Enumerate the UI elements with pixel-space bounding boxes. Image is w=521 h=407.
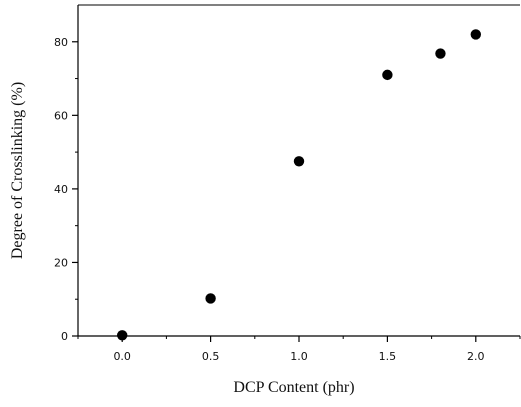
y-tick-label: 60 <box>54 109 68 122</box>
y-tick-label: 80 <box>54 36 68 49</box>
x-tick-label: 1.5 <box>379 350 397 363</box>
x-axis-title: DCP Content (phr) <box>233 379 354 396</box>
x-tick-label: 0.0 <box>113 350 131 363</box>
y-tick-label: 40 <box>54 183 68 196</box>
x-axis: 0.0 0.5 1.0 1.5 2.0 <box>78 336 520 363</box>
x-tick-label: 2.0 <box>467 350 485 363</box>
data-point <box>205 293 215 303</box>
x-tick-label: 1.0 <box>290 350 308 363</box>
y-axis-title: Degree of Crosslinking (%) <box>9 82 26 259</box>
data-point <box>382 70 392 80</box>
plot-frame <box>78 5 520 336</box>
x-tick-label: 0.5 <box>202 350 220 363</box>
data-point <box>435 48 445 58</box>
data-point <box>117 330 127 340</box>
data-point <box>471 29 481 39</box>
data-point <box>294 156 304 166</box>
y-tick-label: 20 <box>54 256 68 269</box>
y-tick-label: 0 <box>61 330 68 343</box>
y-axis: 0 20 40 60 80 <box>54 36 78 343</box>
data-points <box>117 29 481 340</box>
